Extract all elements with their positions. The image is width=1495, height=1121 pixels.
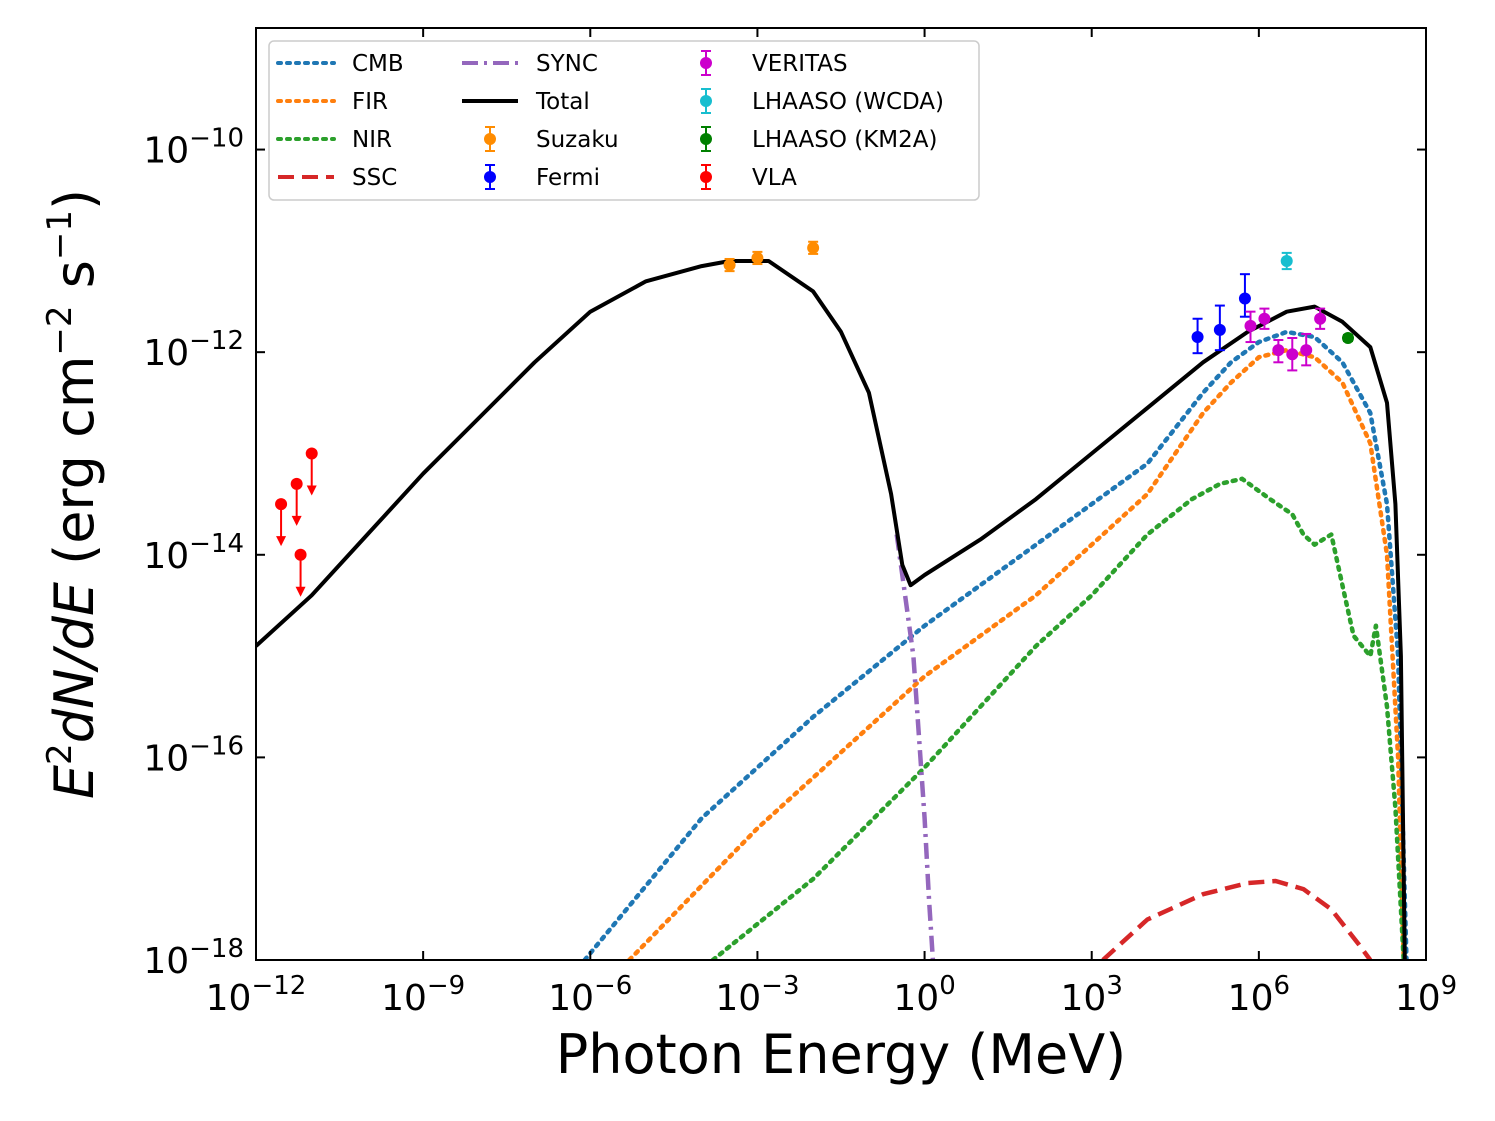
legend-item-total: Total xyxy=(462,89,590,115)
data-point xyxy=(1258,312,1271,325)
y-axis-label: E2dN/dE (erg cm−2 s−1) xyxy=(40,189,106,799)
x-axis-label: Photon Energy (MeV) xyxy=(556,1023,1127,1086)
upper-limit-head xyxy=(276,536,287,547)
data-point xyxy=(1286,348,1299,361)
legend-label: Fermi xyxy=(536,165,600,191)
y-tick-label: 10−10 xyxy=(143,124,244,172)
legend-swatch-marker xyxy=(700,133,712,145)
legend-label: VERITAS xyxy=(752,51,848,77)
data-point xyxy=(751,251,764,264)
legend-label: NIR xyxy=(352,127,392,153)
legend-label: LHAASO (WCDA) xyxy=(752,89,944,115)
x-tick-label: 109 xyxy=(1395,971,1457,1019)
data-point xyxy=(290,477,303,490)
ticks-layer: 10−12 10−9 10−6 10−3 100 103 106 109 10−18 10−16 1… xyxy=(143,28,1457,1019)
legend-item-nir: NIR xyxy=(276,127,392,153)
legend-label: FIR xyxy=(352,89,388,115)
y-tick-label: 10−16 xyxy=(143,731,244,779)
data-point xyxy=(1238,292,1251,305)
upper-limit-head xyxy=(291,515,302,526)
legend-item-lhaaso-wcda: LHAASO (WCDA) xyxy=(700,88,944,115)
legend-item-ssc: SSC xyxy=(278,165,397,191)
series-fir xyxy=(627,347,1406,960)
legend-swatch-marker xyxy=(700,57,712,69)
series-nir xyxy=(710,476,1406,960)
y-tick-label: 10−18 xyxy=(143,934,244,982)
data-point xyxy=(1272,344,1285,357)
x-tick-label: 10−6 xyxy=(548,971,632,1019)
plot-frame xyxy=(255,27,1427,961)
points-layer xyxy=(275,240,1354,597)
legend-frame xyxy=(268,40,980,201)
data-point xyxy=(1191,330,1204,343)
legend-label: SYNC xyxy=(536,51,598,77)
data-point xyxy=(294,548,307,561)
data-point xyxy=(1213,323,1226,336)
legend-label: VLA xyxy=(752,165,797,191)
series-layer xyxy=(256,259,1409,960)
legend-item-veritas: VERITAS xyxy=(700,50,848,77)
series-ssc xyxy=(1101,878,1373,960)
x-tick-label: 100 xyxy=(893,971,955,1019)
legend-item-lhaaso-km2a: LHAASO (KM2A) xyxy=(700,126,937,153)
legend-label: LHAASO (KM2A) xyxy=(752,127,937,153)
points-lhaaso-wcda xyxy=(1280,251,1293,271)
legend-item-sync: SYNC xyxy=(462,51,598,77)
points-suzaku xyxy=(723,240,820,273)
legend-swatch-marker xyxy=(484,171,496,183)
points-vla xyxy=(275,447,318,597)
legend-item-cmb: CMB xyxy=(276,51,404,77)
points-veritas xyxy=(1244,307,1327,372)
legend-item-suzaku: Suzaku xyxy=(484,126,619,153)
legend-label: SSC xyxy=(352,165,397,191)
data-point xyxy=(1314,312,1327,325)
data-point xyxy=(807,241,820,254)
x-tick-label: 10−12 xyxy=(206,971,307,1019)
legend-label: Total xyxy=(535,89,590,115)
y-tick-label: 10−12 xyxy=(143,326,244,374)
data-point xyxy=(305,447,318,460)
data-point xyxy=(1342,331,1354,344)
data-point xyxy=(723,259,736,272)
legend-swatch-marker xyxy=(484,133,496,145)
data-point xyxy=(1300,344,1313,357)
legend-item-vla: VLA xyxy=(700,164,797,191)
legend-label: Suzaku xyxy=(536,127,619,153)
series-cmb xyxy=(582,329,1409,960)
x-tick-label: 10−3 xyxy=(715,971,799,1019)
x-tick-label: 106 xyxy=(1228,971,1290,1019)
data-point xyxy=(1280,255,1293,267)
legend: CMB FIR NIR SSC SYNC Total Suzaku Fermi VERITAS L… xyxy=(268,40,980,201)
data-point xyxy=(1244,319,1257,332)
points-lhaaso-km2a xyxy=(1342,331,1354,344)
series-total xyxy=(256,259,1407,960)
legend-item-fir: FIR xyxy=(276,89,388,115)
legend-label: CMB xyxy=(352,51,404,77)
y-tick-label: 10−14 xyxy=(143,529,244,577)
x-tick-label: 10−9 xyxy=(381,971,465,1019)
x-tick-label: 103 xyxy=(1061,971,1123,1019)
legend-swatch-marker xyxy=(700,171,712,183)
points-fermi xyxy=(1191,273,1251,355)
upper-limit-head xyxy=(295,586,306,597)
data-point xyxy=(275,498,288,511)
legend-item-fermi: Fermi xyxy=(484,164,600,191)
legend-swatch-marker xyxy=(700,95,712,107)
upper-limit-head xyxy=(306,485,317,496)
